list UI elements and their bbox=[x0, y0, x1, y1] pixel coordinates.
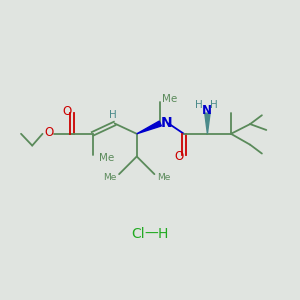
Text: —: — bbox=[144, 227, 158, 241]
Text: N: N bbox=[161, 116, 172, 130]
Text: Me: Me bbox=[161, 94, 177, 104]
Text: Me: Me bbox=[99, 153, 114, 163]
Text: O: O bbox=[44, 126, 54, 139]
Polygon shape bbox=[205, 113, 210, 134]
Text: H: H bbox=[210, 100, 218, 110]
Polygon shape bbox=[137, 121, 161, 134]
Text: Me: Me bbox=[103, 172, 116, 182]
Text: H: H bbox=[195, 100, 203, 110]
Text: N: N bbox=[202, 104, 212, 117]
Text: H: H bbox=[158, 227, 168, 241]
Text: O: O bbox=[174, 150, 183, 163]
Text: Me: Me bbox=[158, 172, 171, 182]
Text: O: O bbox=[62, 105, 71, 118]
Text: H: H bbox=[109, 110, 117, 120]
Text: Cl: Cl bbox=[131, 227, 145, 241]
